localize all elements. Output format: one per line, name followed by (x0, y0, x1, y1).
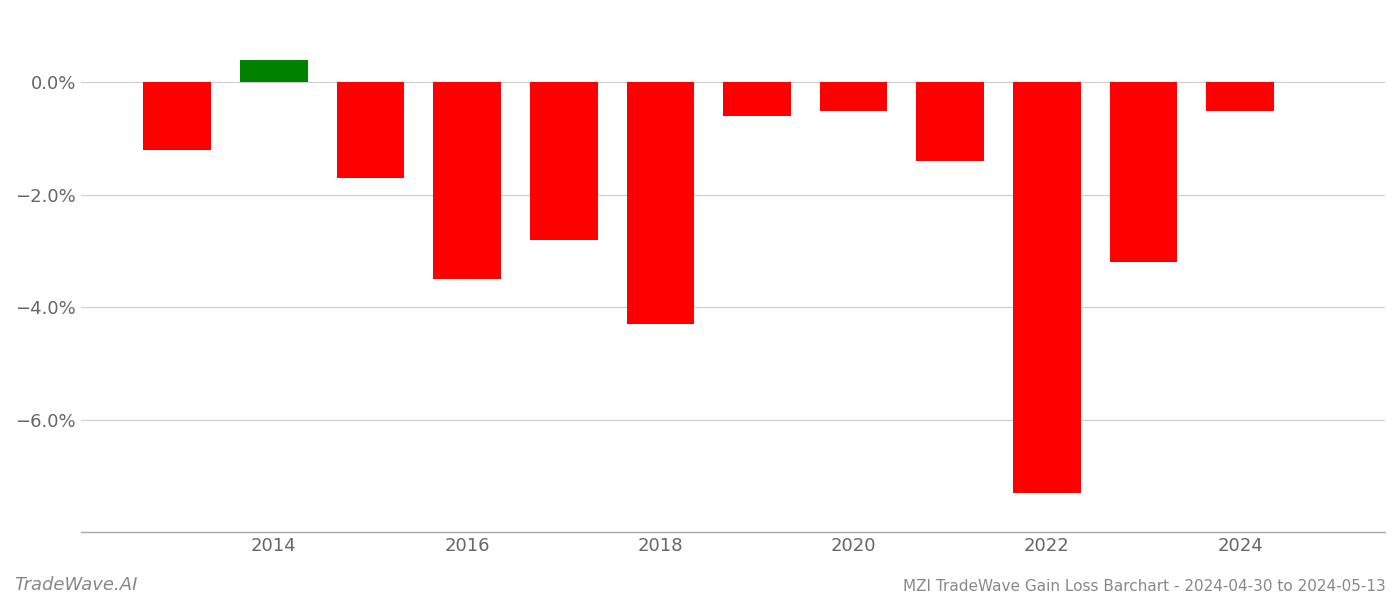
Bar (917, 82, 984, 161)
Bar (1110, 82, 1177, 262)
Text: MZI TradeWave Gain Loss Barchart - 2024-04-30 to 2024-05-13: MZI TradeWave Gain Loss Barchart - 2024-… (903, 579, 1386, 594)
Bar (1207, 82, 1274, 110)
Bar (1014, 82, 1081, 493)
Bar (627, 82, 694, 324)
Bar (531, 82, 598, 240)
Text: TradeWave.AI: TradeWave.AI (14, 576, 137, 594)
Bar (239, 60, 308, 82)
Bar (820, 82, 888, 110)
Bar (433, 82, 501, 279)
Bar (143, 82, 211, 150)
Bar (336, 82, 405, 178)
Bar (724, 82, 791, 116)
